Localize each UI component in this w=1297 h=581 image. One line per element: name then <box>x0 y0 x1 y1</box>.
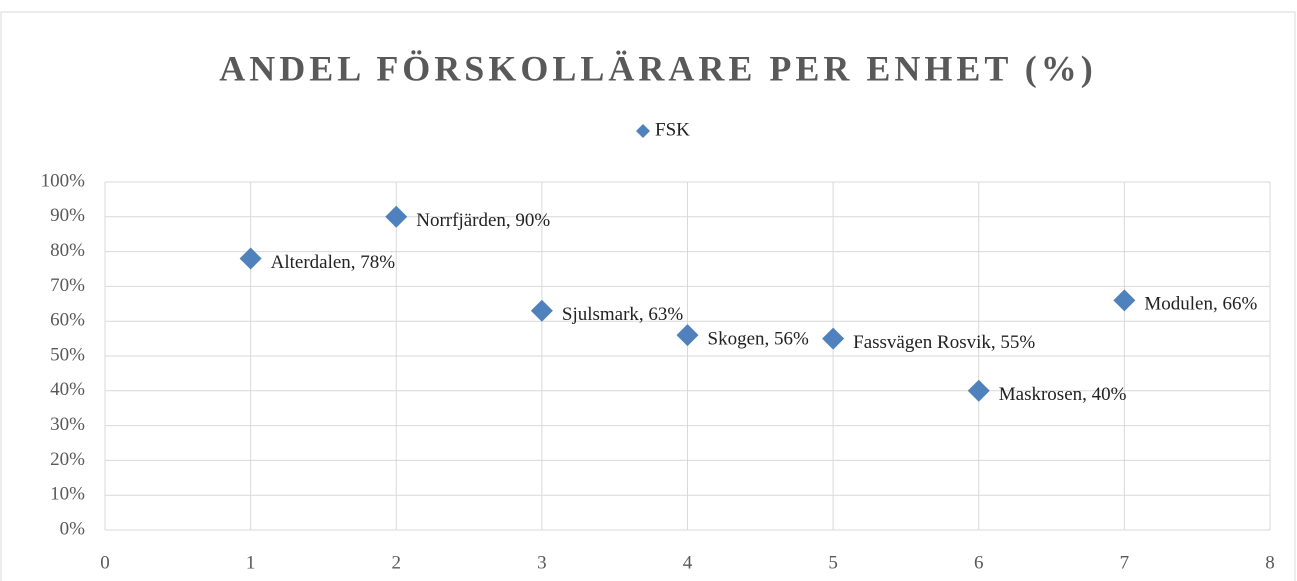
y-tick-label: 20% <box>50 449 85 470</box>
x-tick-label: 3 <box>537 552 547 573</box>
point <box>530 299 553 322</box>
point <box>822 327 845 350</box>
y-tick-label: 60% <box>50 310 85 331</box>
x-tick-label: 8 <box>1265 552 1275 573</box>
legend-label: FSK <box>655 119 690 140</box>
y-tick-label: 100% <box>41 170 86 191</box>
data-label: Alterdalen, 78% <box>271 252 396 273</box>
x-tick-label: 4 <box>683 552 693 573</box>
data-label: Modulen, 66% <box>1144 294 1257 315</box>
point <box>676 324 699 347</box>
y-tick-label: 80% <box>50 240 85 261</box>
y-tick-label: 90% <box>50 205 85 226</box>
y-tick-label: 30% <box>50 414 85 435</box>
point <box>1113 289 1136 312</box>
point <box>385 205 408 228</box>
y-tick-label: 70% <box>50 275 85 296</box>
point <box>967 379 990 402</box>
data-label: Skogen, 56% <box>708 328 810 349</box>
x-tick-label: 7 <box>1120 552 1130 573</box>
legend-marker <box>636 124 650 138</box>
y-tick-label: 50% <box>50 344 85 365</box>
x-tick-label: 2 <box>392 552 402 573</box>
data-label: Norrfjärden, 90% <box>416 210 550 231</box>
y-tick-label: 40% <box>50 379 85 400</box>
x-tick-label: 1 <box>246 552 256 573</box>
data-label: Sjulsmark, 63% <box>562 304 684 325</box>
data-label: Maskrosen, 40% <box>999 384 1127 405</box>
x-tick-label: 6 <box>974 552 984 573</box>
x-tick-label: 5 <box>828 552 838 573</box>
y-tick-label: 10% <box>50 484 85 505</box>
chart-border <box>0 11 1296 581</box>
data-label: Fassvägen Rosvik, 55% <box>853 332 1035 353</box>
x-tick-label: 0 <box>100 552 110 573</box>
point <box>239 247 262 270</box>
y-tick-label: 0% <box>60 518 86 539</box>
chart-title: ANDEL FÖRSKOLLÄRARE PER ENHET (%) <box>219 48 1096 88</box>
